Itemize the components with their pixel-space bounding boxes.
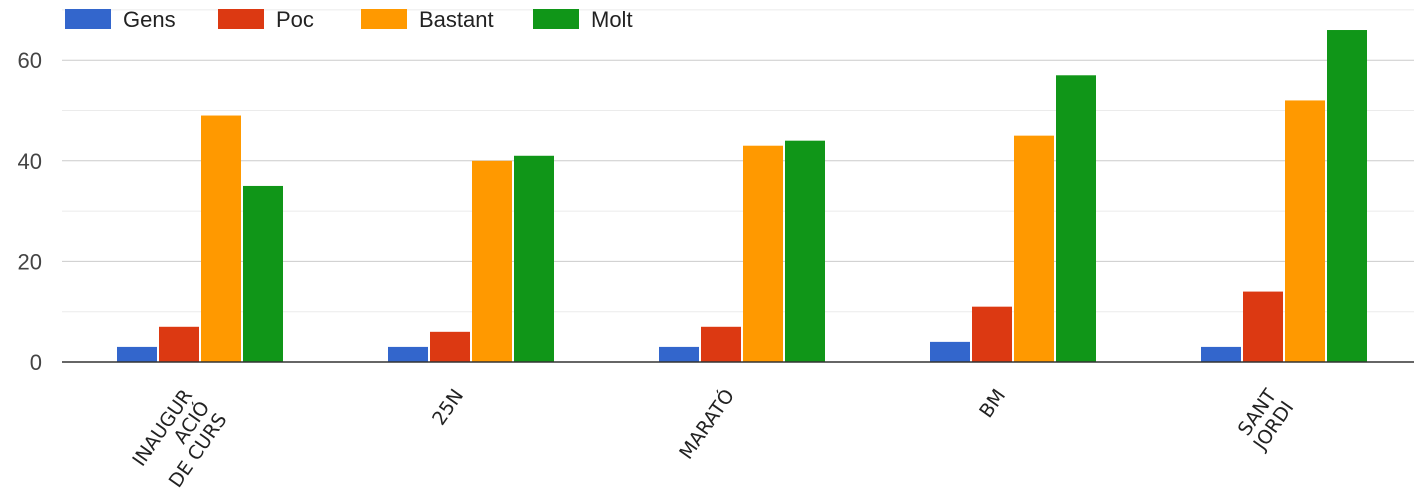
y-tick-label: 60 xyxy=(18,48,42,73)
bar-gens[interactable] xyxy=(1201,346,1241,362)
bar-poc[interactable] xyxy=(972,306,1012,362)
legend-swatch-bastant xyxy=(361,9,407,29)
legend-swatch-poc xyxy=(218,9,264,29)
bar-molt[interactable] xyxy=(1327,30,1367,363)
y-tick-labels: 0 20 40 60 xyxy=(18,48,42,375)
y-tick-label: 40 xyxy=(18,149,42,174)
category-label-line: BM xyxy=(975,385,1010,422)
bar-poc[interactable] xyxy=(159,326,199,362)
legend-swatch-molt xyxy=(533,9,579,29)
bars xyxy=(117,30,1367,363)
bar-bastant[interactable] xyxy=(201,115,241,362)
category-label-line: MARATÓ xyxy=(674,384,739,463)
bar-bastant[interactable] xyxy=(743,145,783,362)
bar-poc[interactable] xyxy=(430,331,470,362)
bar-molt[interactable] xyxy=(1056,75,1096,362)
bar-molt[interactable] xyxy=(785,140,825,362)
category-label: BM xyxy=(975,385,1010,422)
legend-label-molt: Molt xyxy=(591,7,633,32)
bar-bastant[interactable] xyxy=(1285,100,1325,362)
legend: Gens Poc Bastant Molt xyxy=(65,7,633,32)
bar-molt[interactable] xyxy=(514,155,554,362)
category-label: 25N xyxy=(428,385,468,429)
bar-gens[interactable] xyxy=(117,346,157,362)
bar-bastant[interactable] xyxy=(472,160,512,362)
category-label-line: 25N xyxy=(428,385,468,429)
gridlines xyxy=(62,9,1414,313)
bar-gens[interactable] xyxy=(659,346,699,362)
bar-poc[interactable] xyxy=(701,326,741,362)
bar-bastant[interactable] xyxy=(1014,135,1054,362)
legend-label-poc: Poc xyxy=(276,7,314,32)
legend-swatch-gens xyxy=(65,9,111,29)
bar-molt[interactable] xyxy=(243,185,283,362)
legend-label-gens: Gens xyxy=(123,7,176,32)
bar-gens[interactable] xyxy=(388,346,428,362)
category-label: MARATÓ xyxy=(674,384,739,463)
y-tick-label: 20 xyxy=(18,249,42,274)
y-tick-label: 0 xyxy=(30,350,42,375)
legend-label-bastant: Bastant xyxy=(419,7,494,32)
bar-gens[interactable] xyxy=(930,341,970,362)
bar-poc[interactable] xyxy=(1243,291,1283,362)
